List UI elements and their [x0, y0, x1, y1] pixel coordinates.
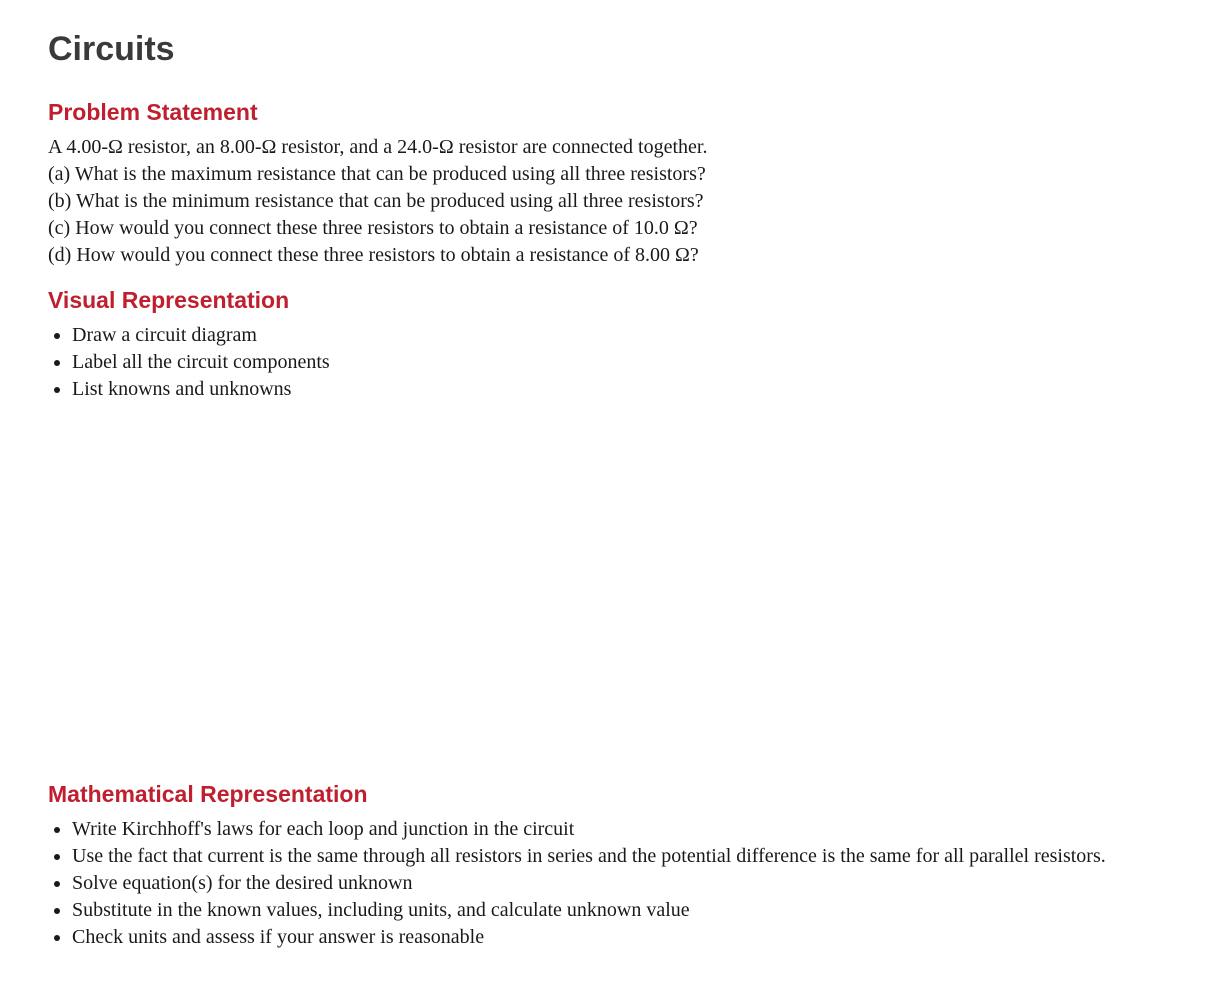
- list-item: List knowns and unknowns: [72, 376, 1163, 403]
- problem-line: A 4.00-Ω resistor, an 8.00-Ω resistor, a…: [48, 134, 1163, 161]
- mathematical-representation-list: Write Kirchhoff's laws for each loop and…: [48, 816, 1163, 951]
- list-item: Substitute in the known values, includin…: [72, 897, 1163, 924]
- visual-representation-list: Draw a circuit diagram Label all the cir…: [48, 322, 1163, 403]
- list-item: Check units and assess if your answer is…: [72, 924, 1163, 951]
- problem-statement-heading: Problem Statement: [48, 99, 1163, 126]
- mathematical-representation-heading: Mathematical Representation: [48, 781, 1163, 808]
- page-title: Circuits: [48, 30, 1163, 69]
- list-item: Use the fact that current is the same th…: [72, 843, 1163, 870]
- problem-line: (c) How would you connect these three re…: [48, 215, 1163, 242]
- problem-line: (a) What is the maximum resistance that …: [48, 161, 1163, 188]
- problem-line: (b) What is the minimum resistance that …: [48, 188, 1163, 215]
- problem-line: (d) How would you connect these three re…: [48, 242, 1163, 269]
- problem-statement-body: A 4.00-Ω resistor, an 8.00-Ω resistor, a…: [48, 134, 1163, 269]
- list-item: Solve equation(s) for the desired unknow…: [72, 870, 1163, 897]
- drawing-area: [48, 403, 1163, 763]
- list-item: Write Kirchhoff's laws for each loop and…: [72, 816, 1163, 843]
- list-item: Label all the circuit components: [72, 349, 1163, 376]
- list-item: Draw a circuit diagram: [72, 322, 1163, 349]
- visual-representation-heading: Visual Representation: [48, 287, 1163, 314]
